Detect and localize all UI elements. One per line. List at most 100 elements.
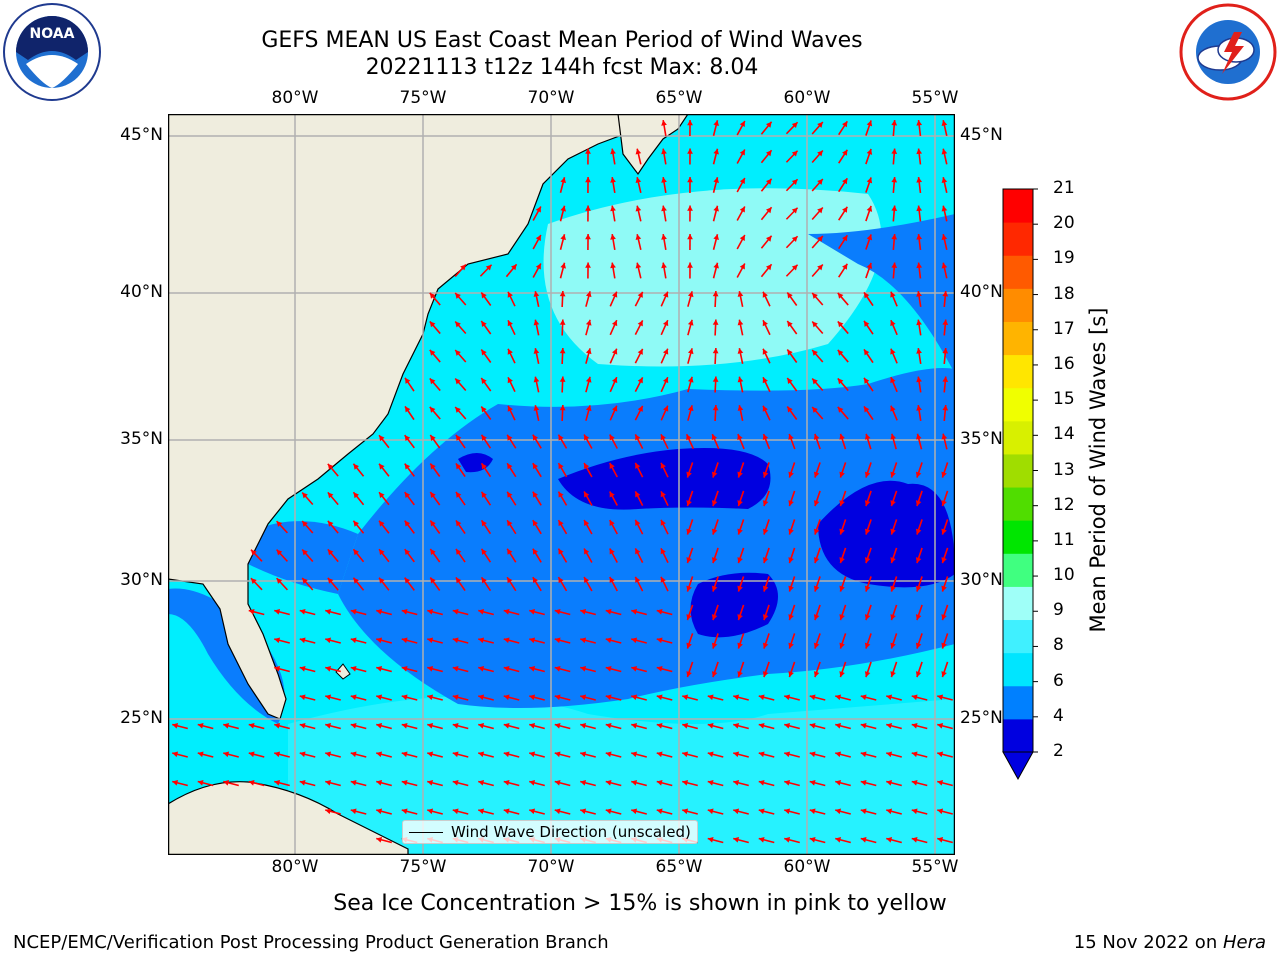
wind-arrow — [788, 490, 796, 507]
wind-arrow — [941, 462, 949, 478]
wind-arrow — [661, 119, 667, 137]
wind-arrow — [429, 292, 441, 306]
wind-arrow — [733, 694, 749, 701]
wind-arrow — [784, 780, 800, 787]
wind-arrow — [631, 609, 647, 616]
wind-arrow — [634, 405, 644, 421]
wind-arrow — [559, 205, 566, 222]
wind-arrow — [864, 604, 872, 621]
wind-arrow — [864, 490, 872, 507]
wind-arrow — [838, 206, 848, 221]
wind-arrow — [429, 520, 441, 534]
wind-arrow — [505, 263, 518, 278]
wind-arrow — [557, 576, 568, 592]
wind-direction-legend: Wind Wave Direction (unscaled) — [402, 820, 698, 844]
colorbar-tick-label: 2 — [1053, 741, 1064, 761]
wind-arrow — [455, 519, 466, 535]
wind-arrow — [863, 377, 874, 392]
wind-arrow — [712, 120, 719, 136]
wind-arrow — [942, 404, 949, 422]
wind-arrow — [452, 637, 469, 644]
wind-arrow — [835, 780, 851, 787]
wind-arrow — [941, 433, 948, 450]
wind-arrow — [786, 292, 798, 306]
wind-arrow — [660, 547, 669, 564]
wind-arrow — [605, 723, 622, 730]
wind-arrow — [837, 292, 849, 306]
wind-arrow — [811, 206, 824, 221]
wind-arrow — [301, 548, 314, 563]
wind-arrow — [401, 780, 418, 787]
wind-arrow — [580, 637, 596, 644]
wind-arrow — [760, 178, 773, 192]
colorbar-segment — [1003, 222, 1033, 256]
wind-arrow — [480, 320, 492, 335]
wind-arrow — [839, 547, 847, 564]
wind-arrow — [605, 694, 622, 701]
wind-arrow — [941, 661, 949, 678]
longitude-label-top: 60°W — [783, 88, 831, 108]
wind-arrow — [554, 751, 571, 758]
wind-arrow — [585, 176, 591, 194]
wind-arrow — [891, 148, 898, 165]
wind-arrow — [711, 433, 720, 450]
wind-arrow — [352, 520, 365, 534]
wind-arrow — [711, 547, 719, 564]
wind-arrow — [480, 292, 492, 306]
wind-arrow — [299, 609, 316, 616]
wind-arrow — [838, 263, 848, 278]
wind-arrow — [559, 376, 566, 393]
sea-ice-caption: Sea Ice Concentration > 15% is shown in … — [333, 891, 947, 916]
wind-arrow — [454, 263, 467, 278]
latitude-label-right: 30°N — [960, 570, 1003, 590]
wind-arrow — [452, 609, 469, 616]
wind-arrow — [687, 148, 693, 165]
latitude-label-left: 25°N — [120, 708, 163, 728]
wind-arrow — [915, 462, 923, 478]
wind-arrow — [890, 462, 898, 478]
wind-arrow — [609, 519, 618, 535]
wind-arrow — [863, 291, 874, 307]
wind-arrow — [557, 548, 568, 563]
wind-arrow — [401, 751, 418, 758]
wind-arrow — [890, 433, 897, 450]
wind-arrow — [811, 178, 824, 192]
wind-arrow — [404, 548, 415, 563]
wind-arrow — [376, 751, 392, 758]
wind-arrow — [891, 233, 898, 251]
wind-arrow — [712, 347, 719, 365]
wind-arrow — [891, 176, 898, 194]
wind-arrow — [580, 723, 596, 730]
wind-arrow — [634, 348, 644, 364]
wind-arrow — [835, 694, 851, 701]
wind-arrow — [865, 120, 873, 136]
colorbar — [1002, 188, 1038, 781]
wind-arrow — [507, 348, 516, 364]
wind-arrow — [327, 520, 339, 534]
wind-arrow — [838, 149, 848, 164]
wind-arrow — [891, 119, 898, 137]
wind-arrow — [533, 348, 540, 364]
wind-arrow — [656, 666, 673, 673]
wind-arrow — [610, 205, 616, 222]
wind-arrow — [733, 723, 749, 730]
wind-arrow — [916, 404, 922, 422]
wind-arrow — [580, 751, 596, 758]
wind-arrow — [839, 661, 847, 678]
wind-arrow — [660, 405, 669, 421]
wind-arrow — [813, 433, 821, 450]
wind-arrow — [352, 491, 365, 506]
wind-arrow — [557, 434, 568, 449]
longitude-label-top: 75°W — [399, 88, 447, 108]
wind-arrow — [916, 433, 923, 450]
chart-subtitle: 20221113 t12z 144h fcst Max: 8.04 — [365, 55, 759, 80]
wind-arrow — [687, 262, 693, 279]
wind-arrow — [660, 576, 669, 592]
wind-arrow — [274, 666, 290, 673]
wind-arrow — [248, 723, 265, 730]
wind-arrow — [609, 291, 618, 307]
wind-arrow — [686, 519, 694, 535]
wind-arrow — [660, 348, 669, 364]
colorbar-segment — [1003, 487, 1033, 521]
colorbar-segment — [1003, 387, 1033, 422]
